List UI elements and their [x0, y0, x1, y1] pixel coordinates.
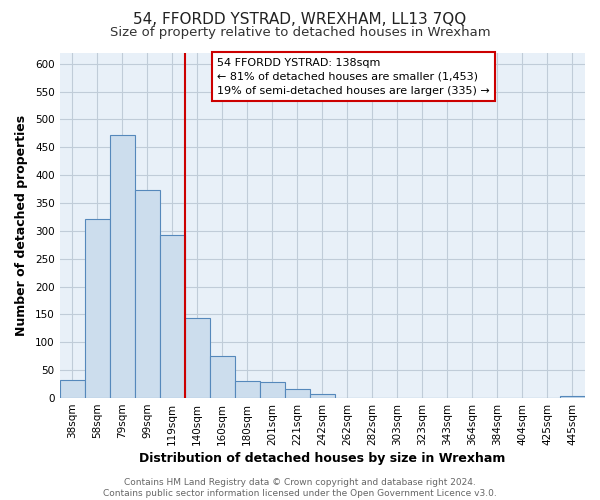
Y-axis label: Number of detached properties: Number of detached properties [15, 114, 28, 336]
Bar [310, 394, 335, 398]
Bar [85, 218, 110, 398]
Text: Size of property relative to detached houses in Wrexham: Size of property relative to detached ho… [110, 26, 490, 39]
Text: Contains HM Land Registry data © Crown copyright and database right 2024.
Contai: Contains HM Land Registry data © Crown c… [103, 478, 497, 498]
Text: 54 FFORDD YSTRAD: 138sqm
← 81% of detached houses are smaller (1,453)
19% of sem: 54 FFORDD YSTRAD: 138sqm ← 81% of detach… [217, 58, 490, 96]
Bar [110, 135, 134, 398]
Bar [235, 381, 260, 398]
Text: 54, FFORDD YSTRAD, WREXHAM, LL13 7QQ: 54, FFORDD YSTRAD, WREXHAM, LL13 7QQ [133, 12, 467, 28]
Bar [185, 318, 209, 398]
Bar [209, 356, 235, 398]
Bar [160, 236, 185, 398]
Bar [560, 396, 585, 398]
Bar [260, 382, 285, 398]
Bar [59, 380, 85, 398]
Bar [285, 389, 310, 398]
X-axis label: Distribution of detached houses by size in Wrexham: Distribution of detached houses by size … [139, 452, 505, 465]
Bar [134, 190, 160, 398]
